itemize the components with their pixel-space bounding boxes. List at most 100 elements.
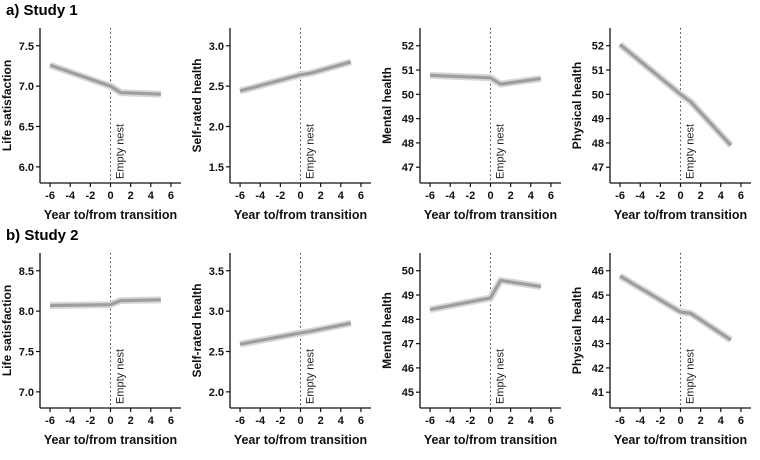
x-tick-label: -6 — [45, 415, 55, 427]
trend-line — [239, 321, 352, 346]
x-tick-label: -2 — [655, 190, 665, 202]
x-tick-label: -4 — [445, 190, 456, 202]
chart-panel-study2-self-rated-health: 2.0 2.5 3.0 3.5 -6 -4 -2 0 2 4 6 Empty nest Self-rat… — [190, 245, 380, 450]
x-tick-label: 6 — [548, 415, 554, 427]
y-tick-label: 7.5 — [19, 41, 34, 53]
x-tick-label: 0 — [677, 190, 683, 202]
y-tick-label: 42 — [592, 363, 604, 375]
x-axis-title: Year to/from transition — [424, 433, 557, 447]
x-tick-label: 4 — [718, 415, 725, 427]
trend-line — [49, 63, 161, 96]
empty-nest-annotation: Empty nest — [685, 349, 697, 404]
x-tick-label: -6 — [235, 190, 245, 202]
chart-panel-study1-self-rated-health: 1.5 2.0 2.5 3.0 -6 -4 -2 0 2 4 6 Empty nest Self-rat… — [190, 20, 380, 225]
y-axis-title: Life satisfaction — [0, 60, 14, 151]
x-tick-label: 0 — [297, 190, 303, 202]
x-tick-label: 2 — [698, 415, 704, 427]
y-tick-label: 8.0 — [19, 306, 34, 318]
x-tick-label: 6 — [738, 415, 744, 427]
x-tick-label: 6 — [738, 190, 744, 202]
x-tick-label: -4 — [255, 190, 266, 202]
y-tick-label: 46 — [402, 363, 414, 375]
chart-row-study1: 6.0 6.5 7.0 7.5 -6 -4 -2 0 2 4 6 Empty nest Life sat… — [0, 20, 760, 225]
x-tick-label: 2 — [318, 415, 324, 427]
y-tick-label: 47 — [402, 339, 414, 351]
y-axis-title: Mental health — [380, 292, 394, 369]
trend-line — [430, 73, 542, 86]
x-tick-label: 0 — [677, 415, 683, 427]
x-tick-label: 2 — [698, 190, 704, 202]
y-tick-label: 2.0 — [209, 121, 224, 133]
x-tick-label: 0 — [487, 415, 493, 427]
y-tick-label: 2.5 — [209, 81, 224, 93]
y-tick-label: 50 — [402, 89, 414, 101]
chart-panel-study2-life-satisfaction: 7.0 7.5 8.0 8.5 -6 -4 -2 0 2 4 6 Empty nest Life sat… — [0, 245, 190, 450]
y-tick-label: 3.5 — [209, 266, 224, 278]
x-tick-label: -4 — [65, 415, 76, 427]
y-tick-label: 43 — [592, 339, 604, 351]
chart-panel-study2-physical-health: 41 42 43 44 45 46 -6 -4 -2 0 2 4 6 Empty nest Physical… — [570, 245, 760, 450]
trend-line — [429, 278, 542, 312]
trend-line — [50, 298, 161, 308]
x-tick-label: 2 — [318, 190, 324, 202]
y-axis-title: Physical health — [570, 287, 584, 374]
empty-nest-annotation: Empty nest — [685, 124, 697, 179]
x-axis-title: Year to/from transition — [44, 208, 177, 222]
x-tick-label: -6 — [45, 190, 55, 202]
x-tick-label: -6 — [615, 415, 625, 427]
x-tick-label: 4 — [528, 415, 535, 427]
x-axis-title: Year to/from transition — [234, 208, 367, 222]
y-tick-label: 48 — [402, 314, 414, 326]
x-tick-label: 4 — [148, 415, 155, 427]
x-tick-label: -6 — [425, 415, 435, 427]
section-title-study1: a) Study 1 — [6, 2, 78, 19]
x-tick-label: 4 — [528, 190, 535, 202]
x-axis-title: Year to/from transition — [614, 433, 747, 447]
chart-row-study2: 7.0 7.5 8.0 8.5 -6 -4 -2 0 2 4 6 Empty nest Life sat… — [0, 245, 760, 450]
chart-svg: 7.0 7.5 8.0 8.5 -6 -4 -2 0 2 4 6 Empty nest Life sat… — [0, 253, 181, 447]
y-tick-label: 2.5 — [209, 346, 224, 358]
x-tick-label: 6 — [358, 190, 364, 202]
x-tick-label: -4 — [255, 415, 266, 427]
trend-line — [239, 60, 352, 93]
x-tick-label: -4 — [445, 415, 456, 427]
y-axis-title: Physical health — [570, 62, 584, 149]
x-tick-label: -2 — [275, 415, 285, 427]
y-tick-label: 1.5 — [209, 162, 224, 174]
y-tick-label: 52 — [402, 41, 414, 53]
chart-svg: 47 48 49 50 51 52 -6 -4 -2 0 2 4 6 Empty nest Physical… — [570, 28, 751, 222]
y-tick-label: 41 — [592, 387, 604, 399]
x-axis-title: Year to/from transition — [424, 208, 557, 222]
x-tick-label: -2 — [465, 415, 475, 427]
x-tick-label: -2 — [85, 190, 95, 202]
x-tick-label: 2 — [128, 190, 134, 202]
y-tick-label: 51 — [402, 65, 414, 77]
x-tick-label: 4 — [338, 415, 345, 427]
trend-line — [619, 274, 732, 342]
x-tick-label: -4 — [65, 190, 76, 202]
x-tick-label: 0 — [297, 415, 303, 427]
chart-panel-study1-mental-health: 47 48 49 50 51 52 -6 -4 -2 0 2 4 6 Empty nest Mental h… — [380, 20, 570, 225]
y-tick-label: 3.0 — [209, 41, 224, 53]
x-tick-label: 6 — [358, 415, 364, 427]
x-tick-label: 6 — [168, 190, 174, 202]
empty-nest-annotation: Empty nest — [115, 124, 127, 179]
x-tick-label: 6 — [168, 415, 174, 427]
chart-svg: 47 48 49 50 51 52 -6 -4 -2 0 2 4 6 Empty nest Mental h… — [380, 28, 561, 222]
empty-nest-annotation: Empty nest — [305, 124, 317, 179]
y-tick-label: 47 — [592, 162, 604, 174]
y-tick-label: 52 — [592, 41, 604, 53]
y-tick-label: 6.0 — [19, 162, 34, 174]
y-axis-title: Self-rated health — [190, 58, 204, 152]
x-tick-label: -2 — [655, 415, 665, 427]
y-tick-label: 7.0 — [19, 81, 34, 93]
y-tick-label: 48 — [402, 138, 414, 150]
empty-nest-annotation: Empty nest — [495, 124, 507, 179]
empty-nest-annotation: Empty nest — [115, 349, 127, 404]
x-axis-title: Year to/from transition — [234, 433, 367, 447]
y-tick-label: 45 — [592, 290, 604, 302]
y-tick-label: 2.0 — [209, 387, 224, 399]
